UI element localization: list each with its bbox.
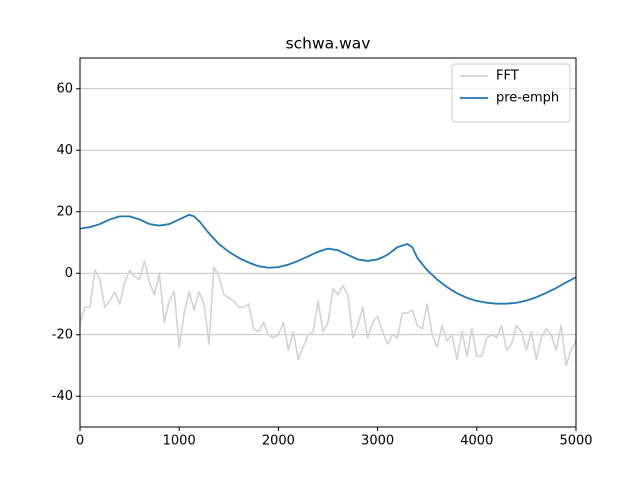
x-tick-label: 0 [76,434,84,449]
legend-box [451,63,571,123]
plot-frame [79,57,577,428]
chart-title: schwa.wav [286,35,371,53]
series-line [79,213,577,305]
x-tick-label: 2000 [262,434,295,449]
x-tick-label: 3000 [361,434,394,449]
legend-label: FFT [496,69,519,84]
y-tick-label: -20 [52,327,73,342]
x-tick-label: 4000 [460,434,493,449]
x-tick-label: 5000 [559,434,592,449]
x-tick-label: 1000 [163,434,196,449]
y-tick-label: -40 [52,389,73,404]
y-tick-label: 60 [56,81,73,96]
legend-label: pre-emph [496,91,559,106]
y-tick-label: 20 [56,204,73,219]
y-tick-label: 0 [65,266,73,281]
y-tick-label: 40 [56,143,73,158]
series-line [79,260,577,367]
